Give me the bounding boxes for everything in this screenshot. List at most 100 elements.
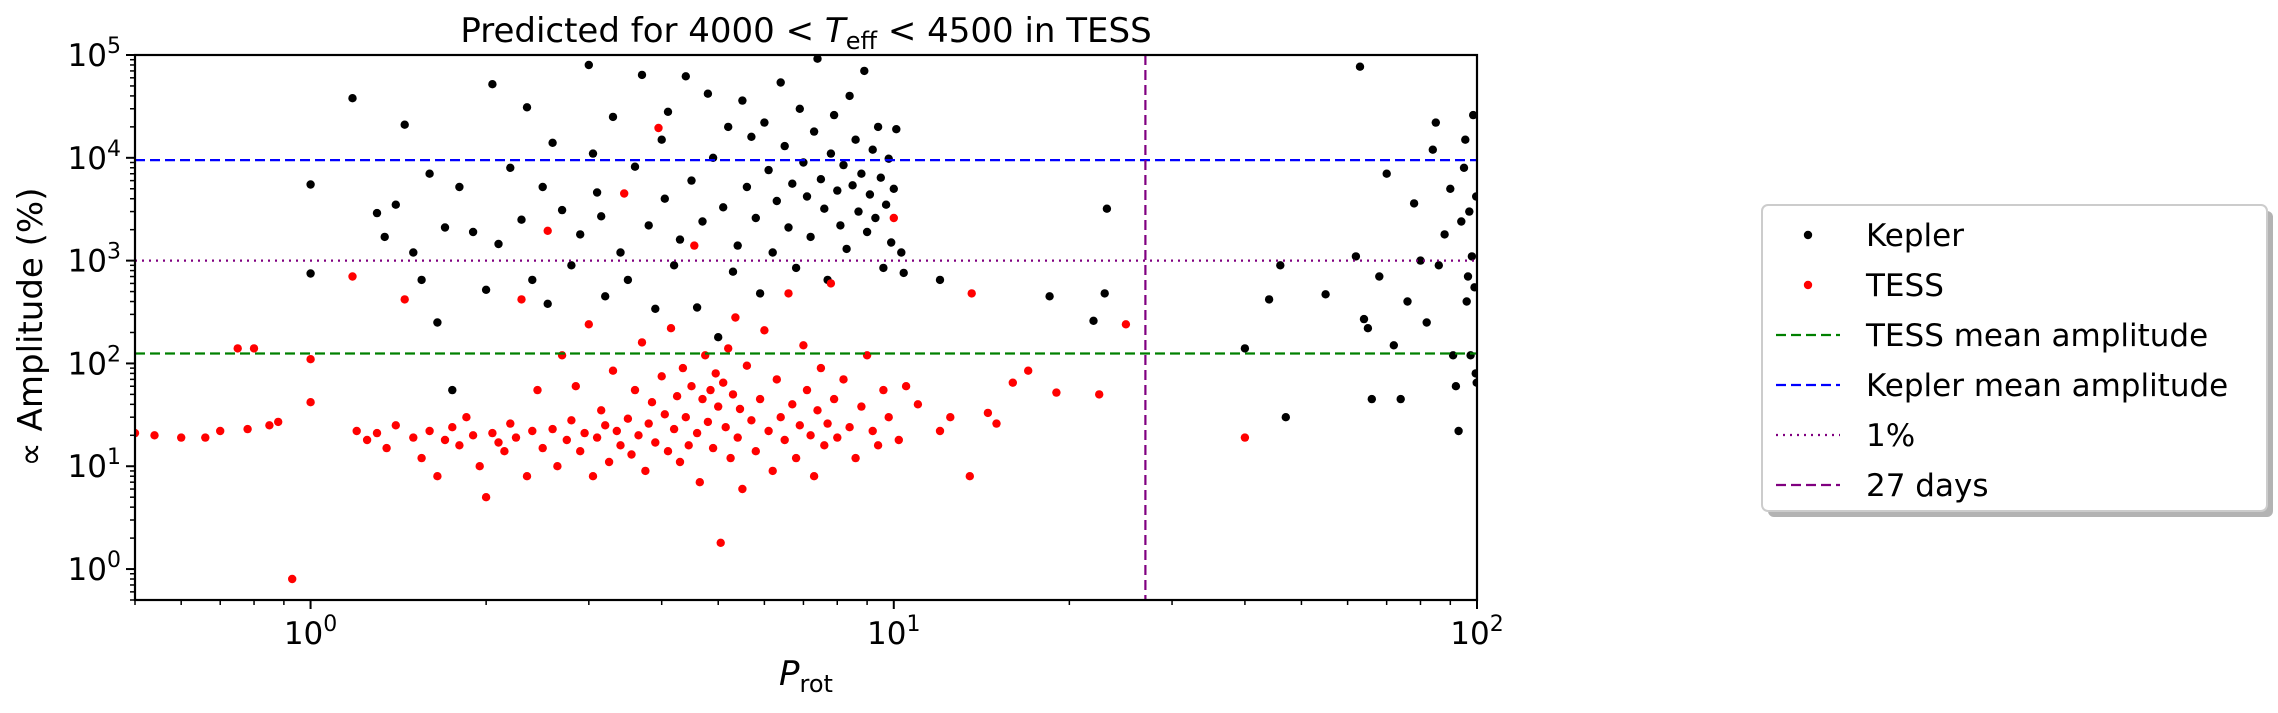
tess-point: [809, 472, 819, 481]
kepler-point: [608, 112, 618, 122]
tess-point: [663, 447, 673, 456]
tess-point: [216, 426, 225, 436]
tess-point: [660, 410, 669, 419]
tess-point: [820, 441, 829, 450]
kepler-point: [862, 227, 872, 237]
x-tick-label: 100: [284, 612, 337, 652]
chart-title-post: < 4500 in TESS: [877, 11, 1152, 51]
tess-point: [249, 344, 259, 353]
legend-marker-kepler: [1803, 230, 1813, 240]
kepler-point: [719, 203, 728, 212]
kepler-point: [687, 176, 696, 185]
kepler-point: [802, 192, 812, 201]
y-tick-label: 103: [68, 240, 121, 280]
tess-point: [306, 398, 315, 407]
axis-ticks: 100 101 102 100 101 102 103 104 105: [68, 34, 1504, 652]
kepler-point: [836, 221, 845, 230]
tess-point: [684, 441, 693, 450]
kepler-point: [528, 275, 537, 285]
tess-point: [833, 433, 842, 442]
kepler-point: [1264, 295, 1274, 304]
kepler-point: [601, 292, 610, 301]
kepler-point: [780, 141, 789, 151]
kepler-point: [776, 78, 785, 87]
y-tick-label: 105: [68, 34, 121, 74]
tess-point: [983, 408, 993, 418]
kepler-point: [1451, 382, 1461, 391]
kepler-point: [1100, 289, 1109, 298]
tess-point: [362, 435, 372, 445]
tess-point: [623, 414, 633, 423]
tess-point: [488, 428, 497, 438]
tess-point: [701, 351, 710, 360]
kepler-point: [409, 248, 418, 257]
tess-point: [706, 385, 715, 395]
kepler-point: [1457, 217, 1466, 226]
legend-label-kepler: Kepler: [1866, 218, 1964, 254]
chart-title: Predicted for 4000 < Teff < 4500 in TESS: [460, 11, 1151, 55]
tess-point: [627, 450, 636, 459]
tess-point: [681, 413, 690, 422]
tess-point: [201, 433, 210, 442]
kepler-point: [1359, 314, 1369, 324]
tess-point: [1052, 388, 1061, 397]
kepler-point: [935, 275, 945, 285]
kepler-point: [1472, 192, 1477, 201]
tess-point: [733, 433, 742, 442]
kepler-point: [738, 96, 747, 105]
tess-point: [675, 457, 685, 467]
kepler-point: [892, 125, 901, 134]
tess-point: [791, 453, 801, 463]
tess-point: [1240, 433, 1250, 442]
tess-point: [776, 413, 785, 422]
kepler-point: [576, 230, 585, 239]
kepler-point: [784, 223, 793, 232]
kepler-point: [1434, 261, 1444, 270]
legend-label-tess-mean-amplitude: TESS mean amplitude: [1865, 318, 2208, 354]
tess-point: [829, 394, 839, 404]
legend-marker-tess: [1803, 280, 1813, 290]
kepler-point: [1466, 351, 1475, 360]
kepler-point: [826, 149, 836, 158]
tess-point: [802, 385, 812, 395]
kepler-point: [1240, 344, 1250, 353]
kepler-point: [742, 182, 752, 192]
tess-point: [868, 426, 877, 436]
x-tick-label: 101: [867, 612, 920, 652]
legend-label-27-days: 27 days: [1866, 468, 1988, 504]
kepler-point: [455, 182, 464, 192]
tess-point: [967, 289, 976, 298]
tess-point: [612, 426, 621, 436]
tess-point: [233, 344, 242, 353]
kepler-point: [675, 235, 685, 244]
tess-point: [873, 441, 883, 450]
tess-point: [851, 453, 860, 463]
kepler-point: [873, 122, 883, 132]
kepler-point: [1459, 163, 1469, 172]
kepler-point: [806, 232, 815, 242]
kepler-point: [1446, 184, 1455, 193]
chart-title-var: T: [825, 11, 848, 51]
kepler-point: [548, 138, 557, 147]
kepler-point: [868, 145, 877, 154]
kepler-point: [400, 120, 409, 129]
kepler-point: [1462, 297, 1471, 306]
kepler-point: [557, 205, 567, 215]
tess-point: [571, 382, 580, 391]
tess-point: [751, 447, 760, 456]
tess-point: [1023, 366, 1033, 375]
axes-frame: [133, 53, 1479, 602]
tess-point: [780, 435, 789, 445]
tess-point: [946, 413, 955, 422]
tess-point: [644, 419, 653, 428]
tess-point: [265, 421, 274, 430]
tess-point: [889, 213, 898, 223]
tess-point: [764, 426, 773, 436]
tess-point: [400, 295, 409, 304]
kepler-point: [494, 239, 503, 249]
kepler-point: [644, 221, 653, 230]
tess-point: [433, 472, 442, 481]
kepler-point: [506, 163, 515, 172]
tess-point: [522, 472, 532, 481]
kepler-point: [660, 194, 669, 203]
